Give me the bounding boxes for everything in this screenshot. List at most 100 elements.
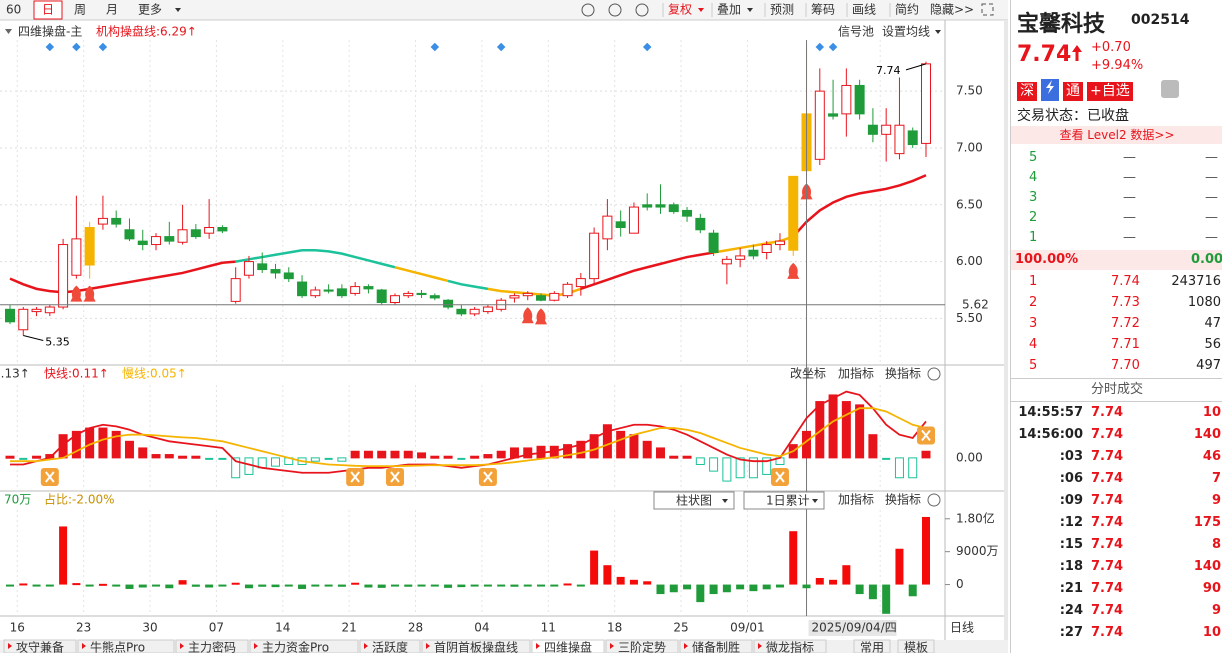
indicator-bar: [802, 430, 812, 459]
candle-body: [283, 272, 294, 280]
tab-icon: [426, 643, 430, 649]
tool-button[interactable]: 预测: [770, 3, 794, 17]
dropdown-icon: [722, 499, 728, 503]
indicator-bar: [894, 457, 904, 479]
cross-mark: [483, 471, 493, 483]
flow-label: 70万: [4, 493, 31, 507]
flow-bar: [868, 584, 877, 600]
panel-button[interactable]: 换指标: [885, 366, 921, 381]
flow-bar: [775, 584, 784, 588]
ma-line: [447, 279, 489, 291]
period-button[interactable]: 日: [42, 3, 54, 17]
trade-price: 7.74: [1091, 471, 1124, 486]
candle-body: [71, 238, 82, 276]
indicator-bar: [748, 457, 758, 479]
tab-label[interactable]: 模板: [904, 641, 928, 653]
tab[interactable]: [249, 639, 359, 653]
tab[interactable]: [77, 639, 175, 653]
indicator-bar: [151, 454, 161, 459]
signal-diamond: [72, 42, 81, 52]
panel-button[interactable]: 加指标: [838, 492, 874, 507]
tool-button[interactable]: 隐藏>>: [930, 3, 974, 17]
panel-button[interactable]: 换指标: [885, 492, 921, 507]
tool-icon[interactable]: [635, 3, 649, 17]
tab-label[interactable]: 主力密码: [188, 640, 236, 653]
tool-icon[interactable]: [581, 3, 595, 17]
flow-bar: [351, 582, 360, 585]
period-button[interactable]: 周: [74, 3, 86, 17]
tab-label[interactable]: 微龙指标: [766, 640, 814, 653]
tab-label[interactable]: 活跃度: [372, 640, 408, 653]
close-icon[interactable]: [927, 367, 941, 381]
tab[interactable]: [421, 639, 531, 653]
dropdown[interactable]: [653, 491, 735, 510]
flow-bar: [337, 584, 346, 587]
tab[interactable]: [175, 639, 249, 653]
dropdown[interactable]: [743, 491, 825, 510]
tab[interactable]: [605, 639, 679, 653]
tab-label[interactable]: 四维操盘: [544, 640, 592, 653]
panel-button[interactable]: 设置均线: [882, 25, 930, 39]
trade-volume: 10: [1202, 405, 1221, 420]
tab-label[interactable]: 主力资金Pro: [262, 640, 329, 653]
collapse-icon: [5, 29, 12, 34]
tool-button[interactable]: 叠加: [717, 3, 741, 17]
tab-label[interactable]: 三阶定势: [618, 640, 666, 653]
candle-body: [84, 227, 95, 266]
tab[interactable]: [753, 639, 827, 653]
tab-label[interactable]: 常用: [860, 641, 884, 653]
candle-body: [774, 240, 785, 246]
flow-bar: [829, 579, 838, 585]
flow-bar: [576, 584, 585, 587]
candle-body: [721, 258, 732, 265]
tab-label[interactable]: 牛熊点Pro: [90, 640, 145, 653]
badge[interactable]: +自选: [1087, 82, 1133, 101]
indicator-bar: [868, 434, 878, 459]
panel-button[interactable]: 信号池: [838, 25, 874, 39]
candle-body: [31, 308, 42, 313]
tool-button[interactable]: 筹码: [811, 3, 835, 17]
tab-label[interactable]: 攻守兼备: [16, 641, 64, 653]
candle-body: [111, 217, 122, 225]
tool-button[interactable]: 复权: [668, 3, 692, 17]
tab[interactable]: [3, 639, 77, 653]
period-button[interactable]: 60: [6, 3, 21, 17]
indicator-bar: [350, 450, 360, 459]
flow-bar: [629, 579, 638, 585]
tool-button[interactable]: 简约: [895, 2, 919, 17]
indicator-bar: [111, 430, 121, 459]
tab-label[interactable]: 首阴首板操盘线: [434, 640, 518, 653]
indicator-bar: [457, 457, 466, 460]
flow-bar: [271, 584, 280, 588]
dropdown-label: 柱状图: [676, 493, 712, 508]
buy-price: 7.73: [1111, 295, 1140, 310]
level2-bar[interactable]: 查看 Level2 数据>>: [1011, 126, 1222, 144]
tab-icon: [684, 643, 688, 649]
panel-button[interactable]: 加指标: [838, 366, 874, 381]
period-button[interactable]: 更多: [138, 3, 162, 17]
tab[interactable]: [531, 639, 605, 653]
cursor-price: 5.62: [962, 297, 989, 311]
indicator-bar: [762, 457, 772, 475]
fullscreen-icon[interactable]: [981, 3, 994, 16]
period-button[interactable]: 月: [106, 3, 118, 17]
cursor-date: 2025/09/04/四: [812, 621, 897, 635]
tab-label[interactable]: 储备制胜: [692, 640, 740, 653]
candle-body: [748, 249, 759, 257]
tab[interactable]: [359, 639, 421, 653]
panel-button[interactable]: 改坐标: [790, 367, 826, 381]
x-tick-label: 07: [209, 621, 224, 635]
tool-button[interactable]: 画线: [852, 3, 876, 17]
close-icon[interactable]: [927, 493, 941, 507]
flow-bar: [390, 584, 399, 587]
candle-body: [536, 295, 547, 301]
tab[interactable]: [679, 639, 753, 653]
flow-bar: [19, 583, 28, 586]
tab[interactable]: [853, 639, 891, 653]
indicator-bar: [178, 455, 188, 459]
tool-icon[interactable]: [608, 3, 622, 17]
candle-body: [124, 229, 135, 240]
candle-body: [907, 130, 918, 146]
tab[interactable]: [897, 639, 935, 653]
candle-body: [788, 175, 799, 251]
